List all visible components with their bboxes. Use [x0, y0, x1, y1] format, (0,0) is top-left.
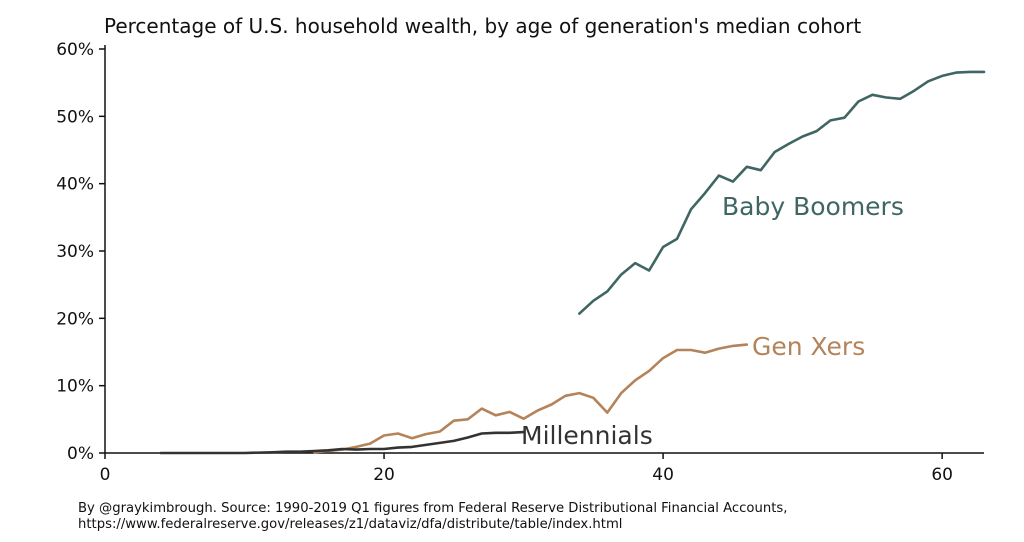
source-line-2: https://www.federalreserve.gov/releases/…	[78, 517, 623, 532]
line-chart: Percentage of U.S. household wealth, by …	[56, 14, 986, 485]
series-lines	[159, 70, 986, 455]
series-line-gen-xers	[313, 343, 749, 454]
y-tick-label: 50%	[56, 107, 94, 127]
series-label-millennials: Millennials	[521, 421, 653, 450]
y-tick-label: 40%	[56, 175, 94, 195]
series-line-baby-boomers	[578, 70, 986, 315]
y-tick-label: 60%	[56, 40, 94, 60]
series-label-baby-boomers: Baby Boomers	[722, 192, 904, 221]
x-tick-label: 60	[931, 465, 953, 485]
series-line-millennials	[159, 430, 525, 455]
x-tick-label: 40	[652, 465, 674, 485]
series-label-gen-xers: Gen Xers	[752, 332, 865, 361]
y-tick-label: 20%	[56, 309, 94, 329]
x-tick-label: 0	[100, 465, 111, 485]
y-tick-label: 10%	[56, 377, 94, 397]
series-labels: Baby Boomers Gen Xers Millennials	[521, 192, 904, 450]
x-tick-label: 20	[373, 465, 395, 485]
chart-title: Percentage of U.S. household wealth, by …	[104, 14, 861, 38]
source-note: By @graykimbrough. Source: 1990-2019 Q1 …	[78, 501, 787, 533]
y-tick-label: 0%	[67, 444, 94, 464]
y-tick-label: 30%	[56, 242, 94, 262]
source-line-1: By @graykimbrough. Source: 1990-2019 Q1 …	[78, 501, 788, 516]
